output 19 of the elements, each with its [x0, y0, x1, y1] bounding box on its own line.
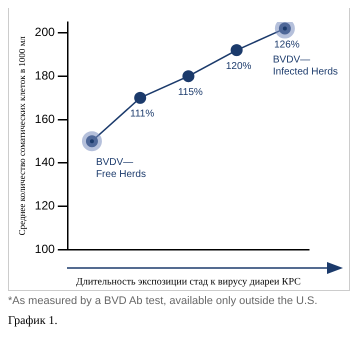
x-axis-title: Длительность экспозиции стад к вирусу диареи КРС	[76, 276, 302, 288]
annotation: 115%	[178, 86, 203, 98]
text: *As measured by a BVD Ab test, available only outside the U.S.	[8, 295, 318, 307]
annotation: 126%	[274, 39, 300, 50]
y-tick-label: 200	[34, 25, 56, 40]
annotation: BVDV— Infected Herds	[272, 54, 338, 78]
annotation: 120%	[226, 60, 252, 72]
y-tick-label: 120	[34, 198, 56, 213]
text: График 1.	[8, 313, 59, 328]
annotation: BVDV— Free Herds	[96, 156, 146, 180]
y-tick-label: 180	[34, 68, 56, 83]
point	[134, 92, 146, 104]
y-axis-title: Среднее количество соматических клеток в 1000 мл	[16, 36, 27, 236]
point	[230, 44, 243, 56]
y-tick-label: 160	[34, 112, 56, 126]
point	[182, 70, 194, 82]
y-tick-label: 140	[34, 155, 56, 170]
y-tick-label: 100	[34, 242, 56, 256]
annotation: 111%	[130, 108, 154, 120]
